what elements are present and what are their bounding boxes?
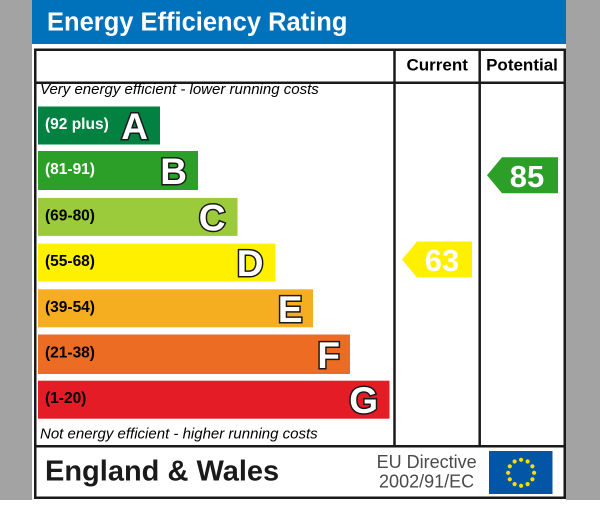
- svg-text:Current: Current: [406, 56, 468, 75]
- svg-text:EU Directive: EU Directive: [377, 452, 477, 472]
- svg-text:A: A: [121, 106, 148, 147]
- svg-text:(81-91): (81-91): [45, 161, 95, 178]
- svg-text:(1-20): (1-20): [45, 390, 86, 407]
- svg-text:(69-80): (69-80): [45, 207, 95, 224]
- svg-text:E: E: [278, 289, 303, 330]
- svg-text:Potential: Potential: [486, 56, 558, 75]
- svg-text:D: D: [237, 243, 264, 284]
- svg-text:England & Wales: England & Wales: [45, 456, 279, 488]
- svg-text:B: B: [160, 151, 187, 192]
- svg-text:(21-38): (21-38): [45, 344, 95, 361]
- svg-text:63: 63: [425, 243, 459, 278]
- svg-text:85: 85: [510, 159, 544, 194]
- svg-text:(39-54): (39-54): [45, 299, 95, 316]
- svg-text:Energy Efficiency Rating: Energy Efficiency Rating: [47, 9, 347, 37]
- svg-text:(55-68): (55-68): [45, 253, 95, 270]
- svg-text:2002/91/EC: 2002/91/EC: [379, 472, 474, 492]
- svg-text:Not energy efficient - higher: Not energy efficient - higher running co…: [40, 426, 318, 443]
- svg-text:Very energy efficient - lower: Very energy efficient - lower running co…: [40, 81, 319, 98]
- svg-text:G: G: [349, 380, 378, 421]
- svg-text:F: F: [317, 335, 340, 376]
- svg-text:C: C: [199, 197, 226, 238]
- svg-text:(92 plus): (92 plus): [45, 116, 109, 133]
